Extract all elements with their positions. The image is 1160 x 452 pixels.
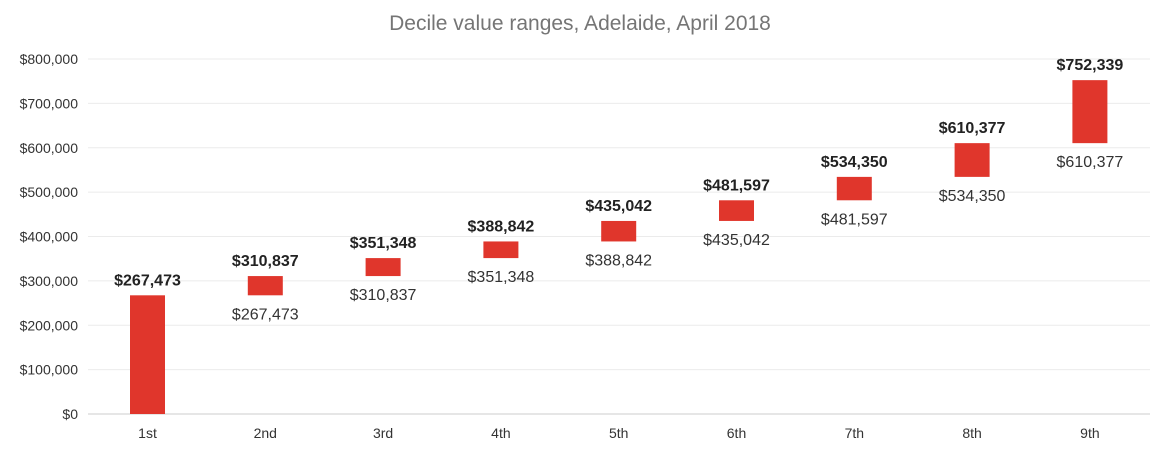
range-bar bbox=[954, 143, 990, 177]
high-value-label: $310,837 bbox=[232, 253, 299, 270]
range-bar bbox=[365, 258, 401, 277]
chart-title: Decile value ranges, Adelaide, April 201… bbox=[389, 12, 771, 35]
x-tick-label: 2nd bbox=[254, 425, 277, 441]
y-tick-label: $0 bbox=[62, 406, 78, 422]
low-value-label: $610,377 bbox=[1057, 154, 1124, 171]
y-tick-label: $700,000 bbox=[20, 95, 79, 111]
high-value-label: $752,339 bbox=[1057, 57, 1124, 74]
y-tick-label: $100,000 bbox=[20, 362, 79, 378]
high-value-label: $610,377 bbox=[939, 120, 1006, 137]
x-tick-label: 3rd bbox=[373, 425, 393, 441]
y-tick-label: $400,000 bbox=[20, 229, 79, 245]
high-value-label: $351,348 bbox=[350, 235, 417, 252]
y-tick-label: $800,000 bbox=[20, 51, 79, 67]
x-tick-label: 8th bbox=[962, 425, 981, 441]
low-value-label: $435,042 bbox=[703, 232, 770, 249]
low-value-label: $310,837 bbox=[350, 287, 417, 304]
x-tick-label: 6th bbox=[727, 425, 746, 441]
high-value-label: $481,597 bbox=[703, 177, 770, 194]
y-tick-label: $500,000 bbox=[20, 184, 79, 200]
x-tick-label: 1st bbox=[138, 425, 157, 441]
x-tick-label: 4th bbox=[491, 425, 510, 441]
y-tick-label: $200,000 bbox=[20, 317, 79, 333]
low-value-label: $534,350 bbox=[939, 188, 1006, 205]
x-tick-label: 9th bbox=[1080, 425, 1099, 441]
y-tick-label: $300,000 bbox=[20, 273, 79, 289]
low-value-label: $481,597 bbox=[821, 211, 888, 228]
x-tick-label: 7th bbox=[845, 425, 864, 441]
high-value-label: $267,473 bbox=[114, 272, 181, 289]
range-bar bbox=[719, 200, 754, 221]
range-bar bbox=[836, 176, 872, 201]
range-bar bbox=[601, 220, 637, 242]
low-value-label: $351,348 bbox=[468, 269, 535, 286]
low-value-label: $388,842 bbox=[585, 252, 652, 269]
range-bar bbox=[130, 295, 165, 414]
range-bar bbox=[1072, 80, 1108, 144]
x-tick-label: 5th bbox=[609, 425, 628, 441]
high-value-label: $388,842 bbox=[468, 218, 535, 235]
high-value-label: $534,350 bbox=[821, 154, 888, 171]
range-bar bbox=[247, 276, 283, 296]
low-value-label: $267,473 bbox=[232, 306, 299, 323]
range-bar bbox=[483, 241, 519, 259]
y-tick-label: $600,000 bbox=[20, 140, 79, 156]
high-value-label: $435,042 bbox=[585, 198, 652, 215]
